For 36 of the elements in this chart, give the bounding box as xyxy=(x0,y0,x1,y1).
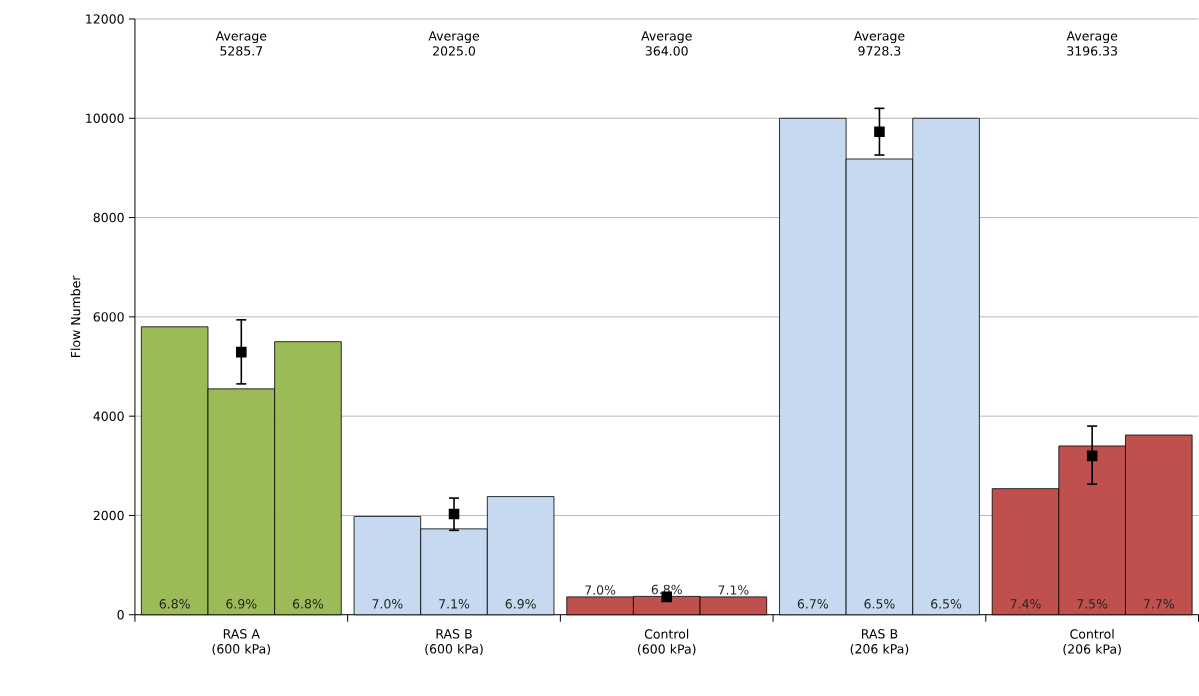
point xyxy=(448,508,460,520)
annotation: 7.0% xyxy=(372,599,403,609)
x-tick-label: Control (206 kPa) xyxy=(1063,629,1121,656)
annotation: 6.8% xyxy=(292,599,324,609)
annotation: 7.4% xyxy=(1010,599,1041,609)
point xyxy=(874,126,885,138)
annotation: 7.1% xyxy=(439,599,470,609)
y-tick-label: 12000 xyxy=(86,14,124,24)
annotation: 6.5% xyxy=(864,599,895,609)
annotation: 6.7% xyxy=(797,599,828,609)
y-tick-label: 2000 xyxy=(93,510,124,521)
annotation: 6.9% xyxy=(505,599,536,609)
annotation: Average 5285.7 xyxy=(215,31,267,56)
annotation: 7.1% xyxy=(718,585,749,595)
x-tick-label: RAS A (600 kPa) xyxy=(212,629,271,656)
annotation: 7.0% xyxy=(585,585,616,595)
y-tick-label: 6000 xyxy=(93,312,124,322)
annotation: 7.7% xyxy=(1143,599,1174,609)
x-tick-label: Control (600 kPa) xyxy=(637,629,696,656)
annotation: Average 364.00 xyxy=(641,31,692,56)
annotation: Average 3196.33 xyxy=(1066,31,1118,56)
y-tick-label: 4000 xyxy=(93,411,124,422)
point xyxy=(236,346,247,358)
annotation: Average 9728.3 xyxy=(853,31,905,56)
x-tick-label: RAS B (206 kPa) xyxy=(850,629,909,656)
y-tick-label: 8000 xyxy=(93,212,124,223)
x-tick-label: RAS B (600 kPa) xyxy=(425,629,483,656)
annotation: 6.9% xyxy=(226,599,257,609)
y-tick-label: 0 xyxy=(117,610,124,620)
annotation: 6.8% xyxy=(159,599,190,609)
annotation: 7.5% xyxy=(1077,599,1108,609)
annotation: 6.5% xyxy=(931,599,962,609)
point xyxy=(1086,450,1098,462)
annotation: Average 2025.0 xyxy=(428,31,480,56)
y-axis-title: Flow Number xyxy=(70,275,81,358)
y-tick-label: 10000 xyxy=(86,113,124,124)
